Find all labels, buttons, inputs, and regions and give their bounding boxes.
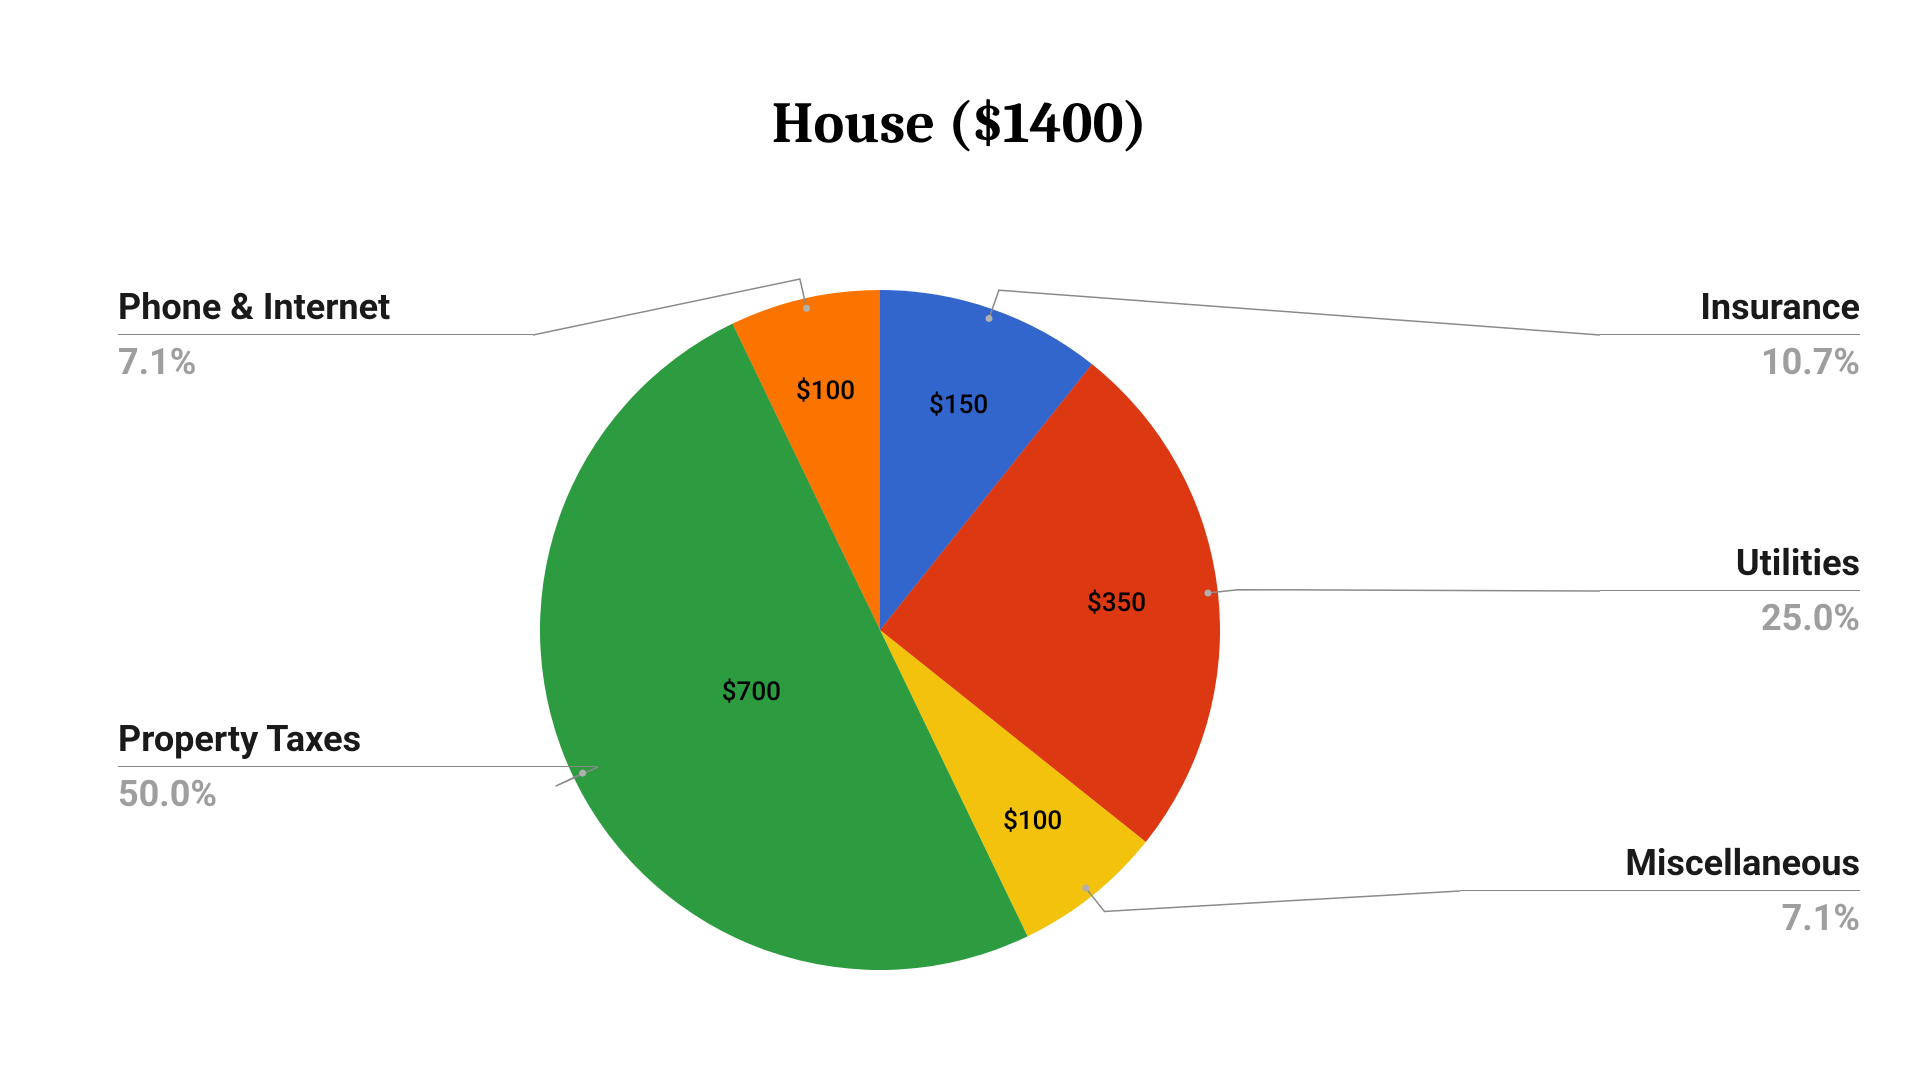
outer-label-name: Miscellaneous: [1460, 842, 1860, 888]
outer-label-rule: [1600, 590, 1860, 591]
outer-label-miscellaneous: Miscellaneous 7.1%: [1460, 842, 1860, 939]
outer-label-phone-internet: Phone & Internet 7.1%: [118, 286, 518, 383]
outer-label-rule: [1600, 334, 1860, 335]
outer-label-rule: [118, 334, 533, 335]
slice-value-label: $350: [1087, 588, 1146, 618]
outer-label-rule: [1460, 890, 1860, 891]
outer-label-name: Utilities: [1460, 542, 1860, 588]
outer-label-name: Insurance: [1460, 286, 1860, 332]
outer-label-property-taxes: Property Taxes 50.0%: [118, 718, 518, 815]
outer-label-pct: 10.7%: [1460, 341, 1860, 383]
outer-label-pct: 50.0%: [118, 773, 518, 815]
outer-label-insurance: Insurance 10.7%: [1460, 286, 1860, 383]
outer-label-utilities: Utilities 25.0%: [1460, 542, 1860, 639]
outer-label-name: Property Taxes: [118, 718, 518, 764]
outer-label-name: Phone & Internet: [118, 286, 518, 332]
outer-label-pct: 7.1%: [1460, 897, 1860, 939]
outer-label-rule: [118, 766, 598, 767]
outer-label-pct: 7.1%: [118, 341, 518, 383]
slice-value-label: $150: [929, 390, 988, 420]
outer-label-pct: 25.0%: [1460, 597, 1860, 639]
slice-value-label: $700: [722, 677, 781, 707]
slice-value-label: $100: [1003, 806, 1062, 836]
slice-value-label: $100: [796, 376, 855, 406]
